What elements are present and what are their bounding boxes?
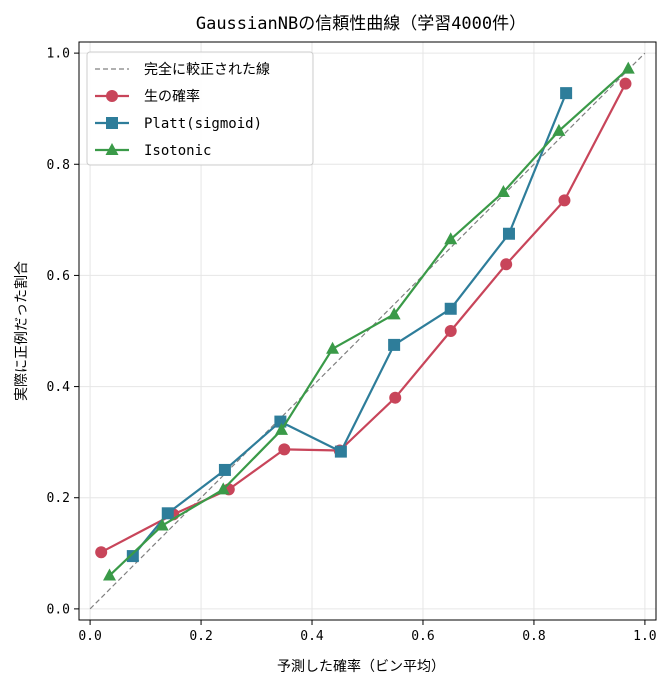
data-point-3-4 <box>326 341 340 354</box>
x-tick-label: 0.8 <box>522 629 545 644</box>
legend-label-1: 生の確率 <box>144 88 200 105</box>
legend-marker-1 <box>106 90 118 102</box>
data-point-3-6 <box>444 232 458 245</box>
data-point-3-2 <box>216 482 230 495</box>
data-point-2-0 <box>126 550 139 563</box>
data-point-2-5 <box>388 338 401 351</box>
series-line-3 <box>108 67 629 577</box>
data-point-1-8 <box>558 194 571 207</box>
data-point-2-3 <box>274 415 287 428</box>
data-point-2-1 <box>161 507 174 520</box>
legend-marker-3 <box>105 143 119 155</box>
data-point-3-1 <box>155 518 169 531</box>
legend-marker-2 <box>106 117 118 129</box>
y-tick-label: 0.2 <box>47 491 70 506</box>
data-point-2-6 <box>444 302 457 315</box>
data-point-1-9 <box>619 77 632 90</box>
legend-box <box>86 51 314 166</box>
x-tick-label: 0.2 <box>189 629 212 644</box>
y-tick-label: 0.6 <box>47 269 70 284</box>
data-point-3-8 <box>552 123 566 136</box>
data-point-1-5 <box>389 391 402 404</box>
series-line-0 <box>89 52 646 610</box>
plot-frame <box>78 41 657 621</box>
data-point-2-8 <box>560 87 573 100</box>
y-tick-label: 1.0 <box>47 47 70 62</box>
legend-label-2: Platt(sigmoid) <box>144 116 262 132</box>
y-tick-label: 0.8 <box>47 158 70 173</box>
data-point-3-3 <box>275 422 289 435</box>
data-point-3-5 <box>387 307 401 320</box>
data-point-1-0 <box>95 546 108 559</box>
data-point-3-7 <box>496 185 510 198</box>
legend-label-3: Isotonic <box>144 143 211 159</box>
x-tick-label: 1.0 <box>633 629 656 644</box>
data-point-2-7 <box>502 227 515 240</box>
x-tick-label: 0.6 <box>411 629 434 644</box>
x-tick-label: 0.4 <box>300 629 324 644</box>
data-point-2-4 <box>334 445 347 458</box>
y-tick-label: 0.4 <box>47 380 71 395</box>
data-point-2-2 <box>218 463 231 476</box>
legend-label-0: 完全に較正された線 <box>144 61 270 78</box>
chart-title: GaussianNBの信頼性曲線（学習4000件） <box>196 14 526 34</box>
x-tick-label: 0.0 <box>78 629 101 644</box>
y-tick-label: 0.0 <box>47 602 70 617</box>
x-axis-label: 予測した確率（ビン平均） <box>277 658 445 675</box>
data-point-1-6 <box>444 325 457 337</box>
data-point-3-0 <box>103 568 117 581</box>
data-point-1-7 <box>500 258 513 271</box>
y-axis-label: 実際に正例だった割合 <box>13 261 30 401</box>
data-point-3-9 <box>621 61 635 74</box>
data-point-1-3 <box>278 443 291 456</box>
